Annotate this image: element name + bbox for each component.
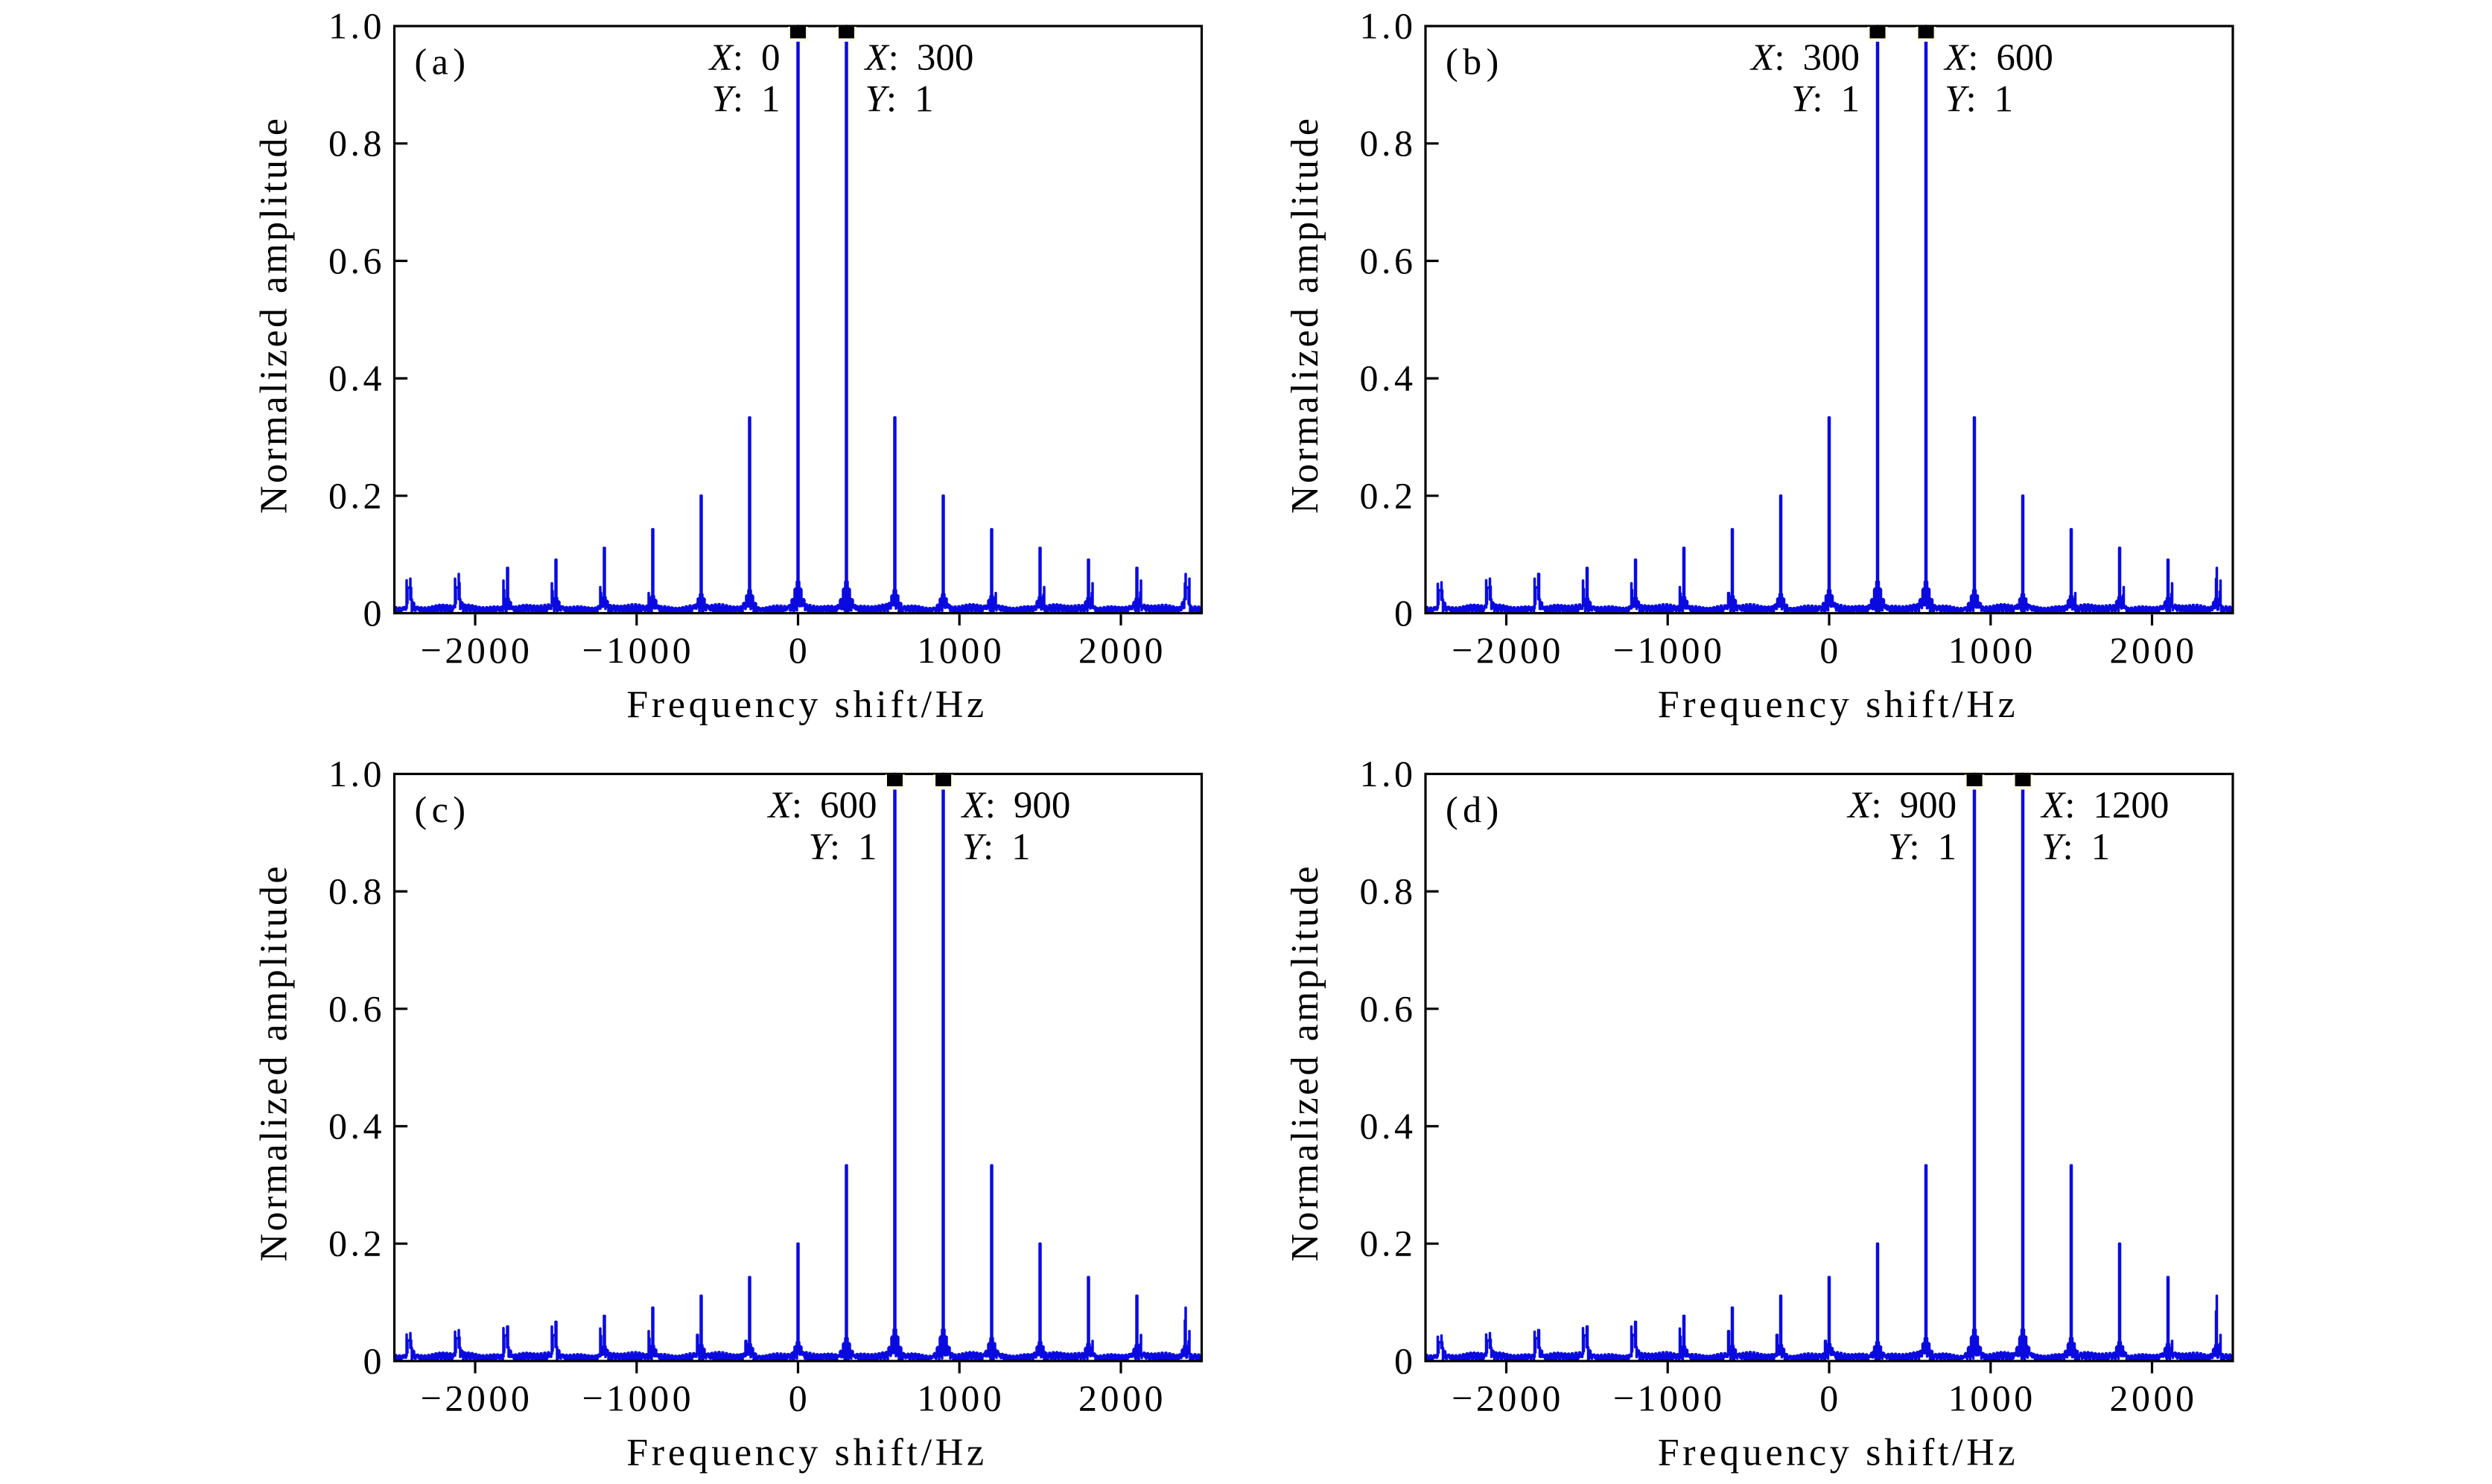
svg-text:Frequency shift/Hz: Frequency shift/Hz xyxy=(626,684,988,726)
svg-text:Normalized amplitude: Normalized amplitude xyxy=(1284,864,1326,1261)
svg-text:0: 0 xyxy=(1394,592,1417,634)
svg-text:0.8: 0.8 xyxy=(328,122,385,164)
svg-text:0.4: 0.4 xyxy=(328,357,385,399)
svg-text:(b): (b) xyxy=(1446,41,1504,83)
svg-text:0.6: 0.6 xyxy=(1360,987,1417,1029)
svg-text:X:900: X: 900 xyxy=(1846,785,1957,827)
svg-text:0.4: 0.4 xyxy=(1360,357,1417,399)
svg-text:(c): (c) xyxy=(415,789,471,830)
svg-text:0.2: 0.2 xyxy=(1360,1223,1417,1264)
svg-text:−1000: −1000 xyxy=(1613,629,1726,671)
svg-text:X:300: X: 300 xyxy=(864,37,974,79)
svg-text:−1000: −1000 xyxy=(582,1377,694,1418)
svg-text:X:600: X: 600 xyxy=(767,785,877,827)
svg-text:(a): (a) xyxy=(415,41,471,83)
svg-text:2000: 2000 xyxy=(2110,1377,2198,1418)
svg-text:1.0: 1.0 xyxy=(1360,5,1417,47)
svg-text:1000: 1000 xyxy=(917,629,1005,671)
svg-text:Frequency shift/Hz: Frequency shift/Hz xyxy=(1658,1431,2019,1474)
svg-text:0: 0 xyxy=(1819,1377,1842,1418)
svg-text:X:600: X: 600 xyxy=(1943,37,2053,79)
svg-text:0.8: 0.8 xyxy=(1360,122,1417,164)
svg-text:2000: 2000 xyxy=(1078,1377,1166,1418)
svg-text:X:1200: X: 1200 xyxy=(2040,785,2169,827)
svg-text:2000: 2000 xyxy=(2110,629,2198,671)
svg-text:0.8: 0.8 xyxy=(328,870,385,912)
svg-text:−1000: −1000 xyxy=(1613,1377,1726,1418)
svg-text:0: 0 xyxy=(789,629,811,671)
svg-text:1000: 1000 xyxy=(917,1377,1005,1418)
svg-text:0.2: 0.2 xyxy=(1360,474,1417,516)
svg-text:Frequency shift/Hz: Frequency shift/Hz xyxy=(1658,684,2019,726)
svg-text:2000: 2000 xyxy=(1078,629,1166,671)
svg-text:0: 0 xyxy=(1819,629,1842,671)
svg-text:0.6: 0.6 xyxy=(1360,240,1417,281)
svg-text:X:900: X: 900 xyxy=(961,785,1071,827)
svg-text:0.4: 0.4 xyxy=(328,1105,385,1147)
svg-text:−1000: −1000 xyxy=(582,629,694,671)
svg-text:(d): (d) xyxy=(1446,789,1504,830)
svg-text:−2000: −2000 xyxy=(1452,629,1564,671)
svg-text:0.4: 0.4 xyxy=(1360,1105,1417,1147)
svg-text:0: 0 xyxy=(363,592,386,634)
svg-text:Normalized amplitude: Normalized amplitude xyxy=(1284,116,1326,514)
svg-text:1000: 1000 xyxy=(1948,629,2036,671)
svg-text:−2000: −2000 xyxy=(421,629,533,671)
svg-text:0.6: 0.6 xyxy=(328,987,385,1029)
svg-text:1000: 1000 xyxy=(1948,1377,2036,1418)
svg-text:0: 0 xyxy=(363,1340,386,1381)
svg-text:Normalized amplitude: Normalized amplitude xyxy=(253,116,296,514)
svg-text:X:300: X: 300 xyxy=(1749,37,1860,79)
svg-text:0.2: 0.2 xyxy=(328,1223,385,1264)
svg-text:0.8: 0.8 xyxy=(1360,870,1417,912)
svg-text:1.0: 1.0 xyxy=(328,753,385,794)
svg-text:0.6: 0.6 xyxy=(328,240,385,281)
svg-text:0.2: 0.2 xyxy=(328,474,385,516)
svg-text:0: 0 xyxy=(789,1377,811,1418)
svg-text:1.0: 1.0 xyxy=(328,5,385,47)
svg-text:1.0: 1.0 xyxy=(1360,753,1417,794)
svg-text:−2000: −2000 xyxy=(1452,1377,1564,1418)
svg-text:Frequency shift/Hz: Frequency shift/Hz xyxy=(626,1431,988,1474)
svg-text:Normalized amplitude: Normalized amplitude xyxy=(253,864,296,1261)
svg-text:−2000: −2000 xyxy=(421,1377,533,1418)
svg-text:0: 0 xyxy=(1394,1340,1417,1381)
